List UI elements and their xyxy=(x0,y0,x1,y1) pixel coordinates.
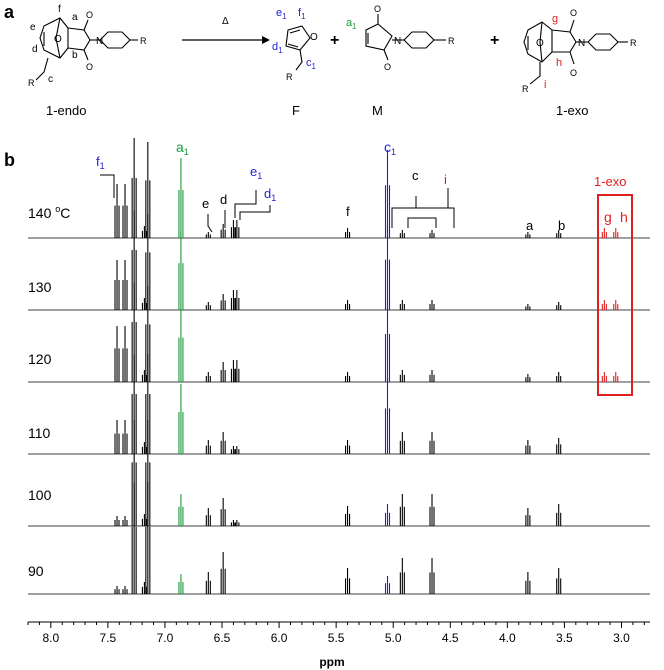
peak-bracket-e1 xyxy=(234,190,257,218)
peak-label-f: f xyxy=(346,204,350,219)
atom-e1: e1 xyxy=(276,7,287,21)
structure-1-endo xyxy=(35,17,138,81)
peak-bracket-c-outer xyxy=(391,207,455,228)
x-tick-label: 8.0 xyxy=(42,631,59,645)
atom-a1: a1 xyxy=(346,17,357,31)
spectra-group xyxy=(28,138,650,595)
atom-n: N xyxy=(96,36,103,47)
atom-o2: O xyxy=(86,10,93,20)
exo-o3: O xyxy=(570,68,577,78)
peak-label-e1: e1 xyxy=(250,164,262,181)
exo-o2: O xyxy=(570,8,577,18)
structure-furan xyxy=(285,25,311,71)
plus-2: + xyxy=(490,32,499,49)
temp-label-140: 140 oC xyxy=(28,204,70,221)
peak-label-e: e xyxy=(202,196,209,211)
maleimide-n: N xyxy=(394,36,401,47)
peak-bracket-d1 xyxy=(239,205,271,220)
exo-box-label: 1-exo xyxy=(594,174,627,189)
maleimide-r: R xyxy=(448,36,455,46)
heat-symbol: Δ xyxy=(222,16,229,27)
peak-label-c1: c1 xyxy=(384,139,396,157)
x-axis-label: ppm xyxy=(319,655,344,669)
peak-label-a1: a1 xyxy=(176,139,189,157)
temp-label-130: 130 xyxy=(28,279,52,295)
exo-n: N xyxy=(578,38,585,49)
atom-f1: f1 xyxy=(298,7,306,21)
x-tick-label: 6.5 xyxy=(214,631,231,645)
compound-1-exo-label: 1-exo xyxy=(556,103,589,118)
x-tick-label: 5.5 xyxy=(328,631,345,645)
exo-r: R xyxy=(522,84,529,94)
x-tick-label: 4.5 xyxy=(442,631,459,645)
x-tick-label: 7.5 xyxy=(100,631,117,645)
peak-bracket-e xyxy=(207,214,213,233)
structure-1-exo xyxy=(523,19,628,85)
atom-d: d xyxy=(32,44,38,55)
temp-label-110: 110 xyxy=(28,425,51,441)
peak-bracket-c-inner xyxy=(407,217,437,228)
atom-a: a xyxy=(72,12,78,23)
atom-r2: R xyxy=(140,36,147,46)
temp-label-90: 90 xyxy=(28,563,44,579)
atom-o3: O xyxy=(86,62,93,72)
peak-label-c: c xyxy=(412,168,419,183)
atom-r: R xyxy=(28,78,35,88)
temp-label-120: 120 xyxy=(28,351,52,367)
atom-d1: d1 xyxy=(272,41,283,55)
atom-h: h xyxy=(556,57,562,69)
x-tick-label: 5.0 xyxy=(385,631,402,645)
x-tick-label: 4.0 xyxy=(499,631,516,645)
atom-o: O xyxy=(54,34,62,45)
compound-F-label: F xyxy=(292,103,300,118)
x-tick-label: 3.0 xyxy=(613,631,630,645)
x-axis: 8.0 7.5 7.0 6.5 6.0 5.5 5.0 4.5 4.0 3.5 3.0 xyxy=(27,621,650,645)
exo-r2: R xyxy=(630,38,637,48)
atom-c1: c1 xyxy=(306,57,317,71)
x-tick-label: 3.5 xyxy=(556,631,573,645)
temp-label-100: 100 xyxy=(28,487,52,503)
atom-c: c xyxy=(48,74,53,85)
peak-bracket-f1 xyxy=(100,174,115,198)
atom-f: f xyxy=(58,4,61,15)
arrow-head xyxy=(262,36,270,44)
peak-label-h: h xyxy=(620,209,628,225)
x-tick-label: 7.0 xyxy=(157,631,174,645)
peak-label-a: a xyxy=(526,218,534,233)
maleimide-o2: O xyxy=(384,62,391,72)
compound-M-label: M xyxy=(372,103,383,118)
panel-a-letter: a xyxy=(4,2,15,22)
furan-r: R xyxy=(286,72,293,82)
peak-label-b: b xyxy=(558,218,565,233)
atom-g: g xyxy=(552,13,558,25)
peak-annotations: f1 a1 c1 e1 d1 e d f c i a b 1-exo g h xyxy=(96,139,633,396)
exo-highlight-box xyxy=(597,194,633,396)
peak-label-d: d xyxy=(220,192,227,207)
structure-maleimide xyxy=(365,14,446,61)
peak-label-d1: d1 xyxy=(264,186,276,203)
peak-label-f1: f1 xyxy=(96,154,105,171)
maleimide-o1: O xyxy=(374,4,381,14)
peak-label-g: g xyxy=(604,209,612,225)
panel-b-letter: b xyxy=(4,150,15,170)
x-tick-label: 6.0 xyxy=(271,631,288,645)
compound-1-endo-label: 1-endo xyxy=(46,103,86,118)
furan-o: O xyxy=(310,32,318,43)
plus-1: + xyxy=(330,32,339,49)
peak-label-i: i xyxy=(444,172,447,187)
atom-e: e xyxy=(30,22,36,33)
atom-i: i xyxy=(544,79,546,91)
atom-b: b xyxy=(72,50,78,61)
exo-o: O xyxy=(536,38,544,49)
